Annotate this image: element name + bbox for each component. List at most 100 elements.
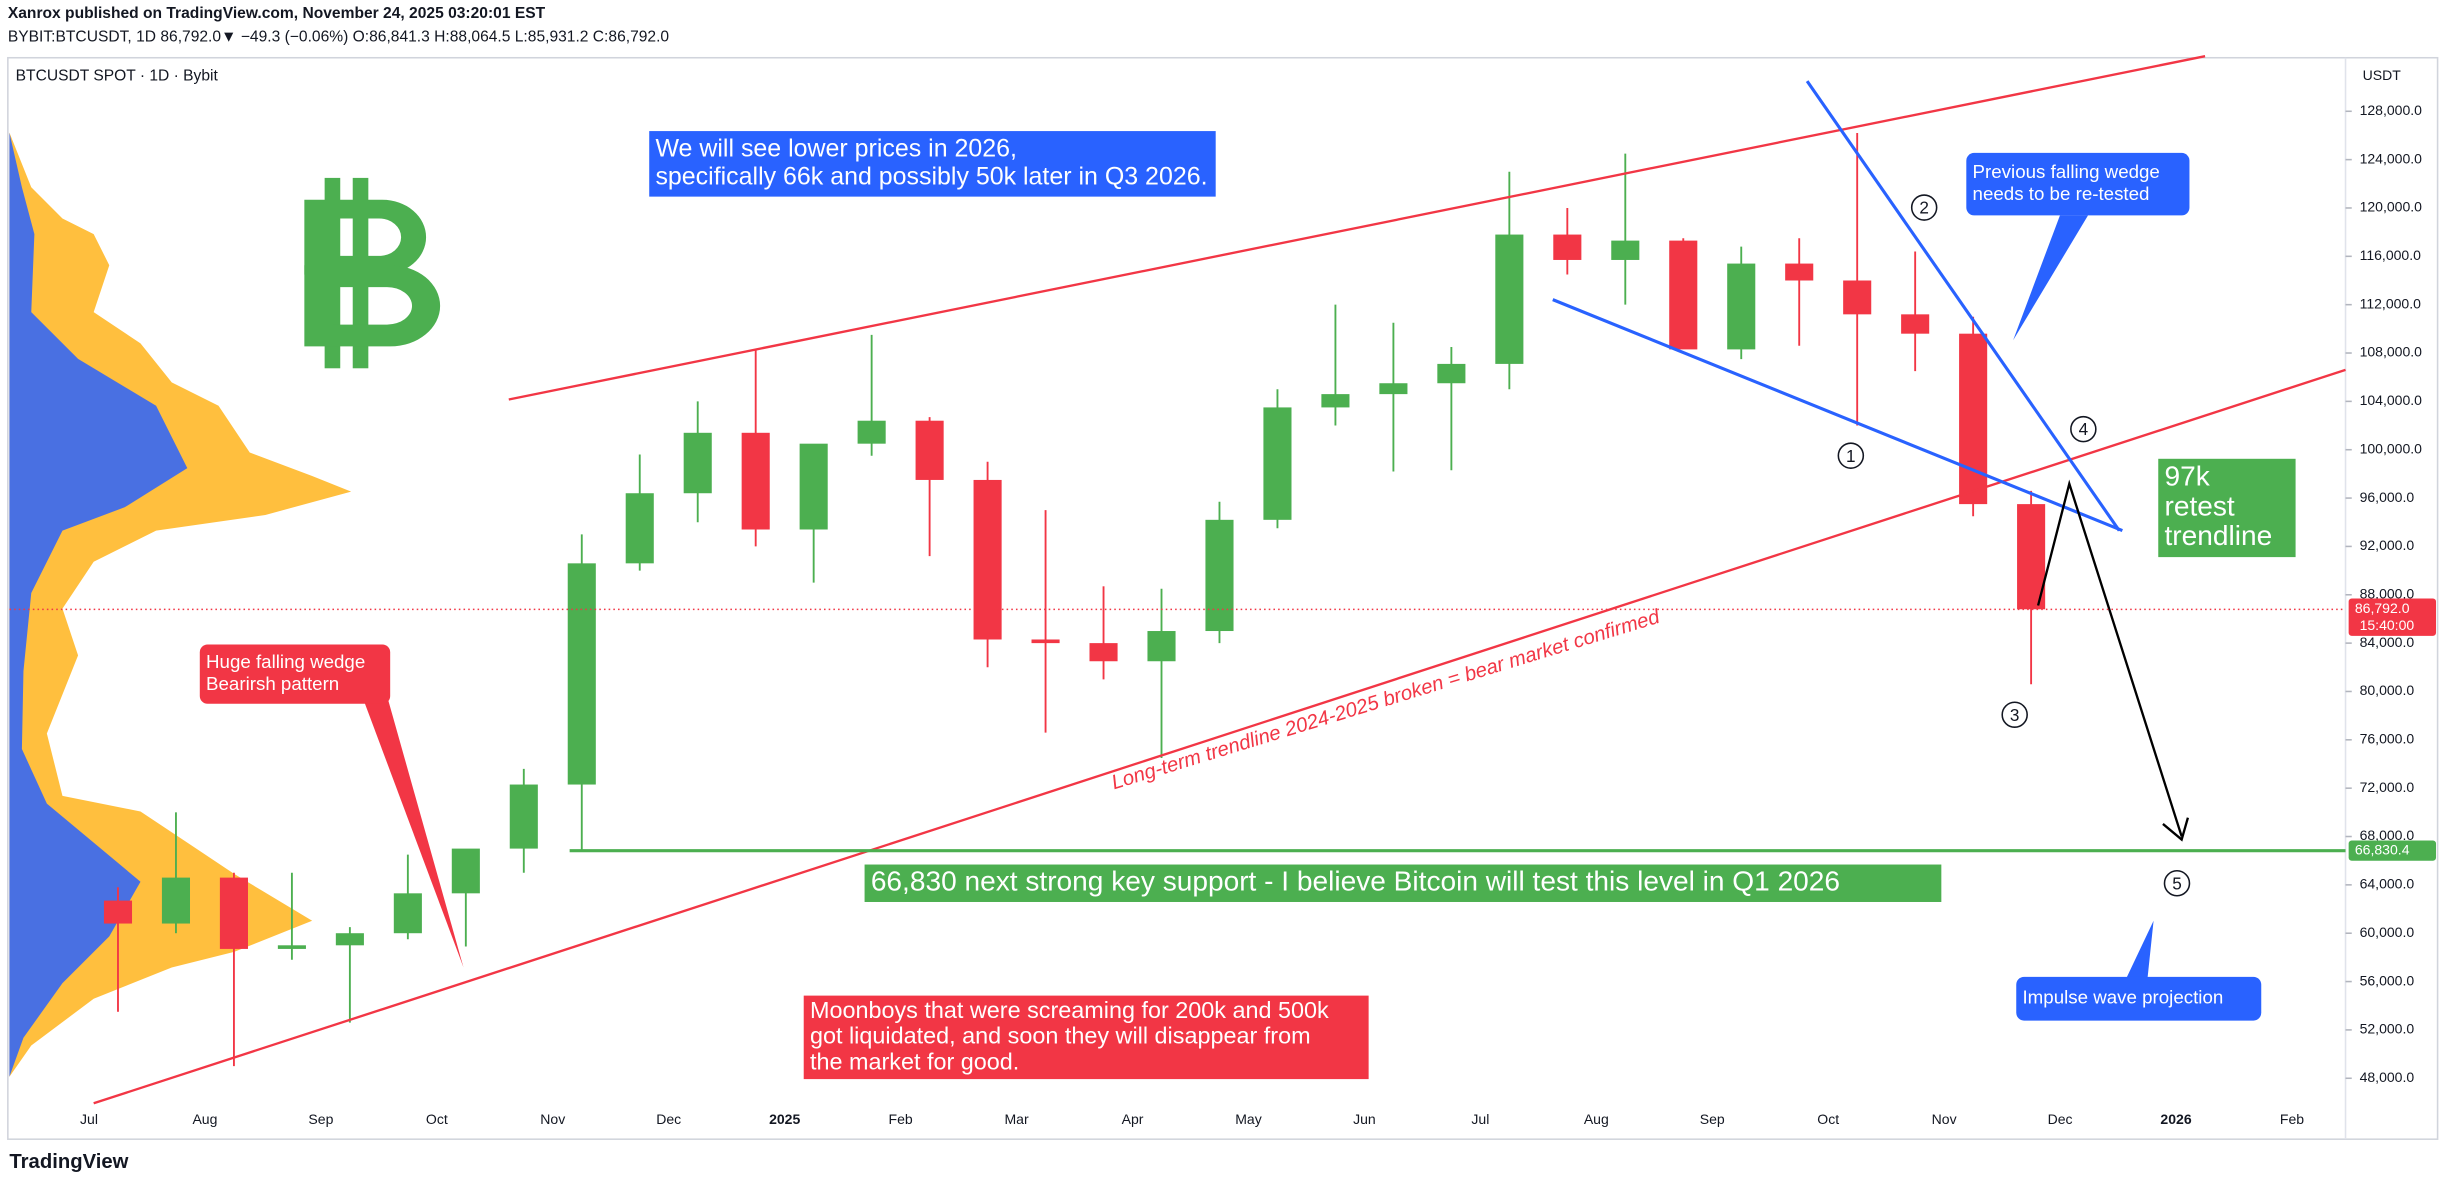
volume-profile [9,132,352,1077]
candle-body [973,479,1002,640]
y-tick-label: 96,000.0 [2360,489,2415,505]
symbol-line: BYBIT:BTCUSDT, 1D 86,792.0▼ −49.3 (−0.06… [8,29,670,46]
y-tick-label: 52,000.0 [2360,1021,2415,1037]
callout-pointer [2013,215,2089,341]
x-tick-label: Aug [192,1111,217,1127]
x-tick-label: Jul [1471,1111,1489,1127]
wave-circle [2070,415,2097,443]
candle-body [1495,234,1524,364]
annotation-text: specifically 66k and possibly 50k later … [655,162,1207,190]
y-tick-label: 124,000.0 [2360,150,2423,166]
candle-body [625,493,654,564]
x-tick-label: Jul [80,1111,98,1127]
candle-body [1263,407,1292,520]
x-tick-label: Apr [1122,1111,1144,1127]
annotation-box [803,995,1369,1080]
x-tick-label: Nov [540,1111,565,1127]
candle-body [1147,631,1176,662]
price-label: 66,830.4 [2355,841,2410,857]
overlay: We will see lower prices in 2026,specifi… [199,131,2296,1080]
y-tick-label: 56,000.0 [2360,972,2415,988]
y-tick-label: 128,000.0 [2360,102,2423,118]
candle-body [741,432,770,530]
x-tick-label: Feb [2280,1111,2304,1127]
x-tick-label: Mar [1004,1111,1028,1127]
bitcoin-logo [304,177,441,369]
y-tick-label: 48,000.0 [2360,1069,2415,1085]
x-tick-label: Oct [1817,1111,1839,1127]
x-tick-label: 2025 [769,1111,800,1127]
chart-frame [7,56,2439,1140]
x-tick-label: 2026 [2160,1111,2191,1127]
candle-body [1901,314,1930,334]
price-label: 86,792.0 [2355,600,2410,616]
annotation-text: Huge falling wedge [206,651,365,672]
y-tick-label: 120,000.0 [2360,199,2423,215]
annotation-text: retest [2164,490,2234,521]
y-tick-label: 88,000.0 [2360,585,2415,601]
candle-body [393,893,422,934]
annotation-text: trendline [2164,520,2272,551]
x-tick-label: Sep [308,1111,333,1127]
projection-path [2036,479,2183,837]
candle-body [1031,639,1060,644]
candle-body [103,900,133,924]
candle-body [857,420,886,444]
y-tick-label: 116,000.0 [2360,247,2422,263]
x-tick-label: Aug [1584,1111,1609,1127]
candle-body [1437,363,1466,384]
annotation-text: 97k [2164,461,2210,492]
candle-body [219,877,248,949]
price-countdown: 15:40:00 [2360,617,2415,633]
candle-body [1611,240,1640,260]
y-tick-label: 92,000.0 [2360,537,2415,553]
candle-body [277,945,306,949]
annotation-box [199,644,391,704]
y-tick-label: 84,000.0 [2360,634,2415,650]
y-tick-label: 76,000.0 [2360,731,2415,747]
y-tick-label: 80,000.0 [2360,682,2415,698]
publisher: Xanrox published on TradingView.com, Nov… [8,5,546,22]
wave-circle [2001,701,2028,728]
x-tick-label: Oct [426,1111,448,1127]
candle-body [683,432,712,494]
candle-body [1553,234,1582,260]
candle-body [1321,394,1350,408]
annotation-box [649,131,1216,197]
candle-body [1669,240,1698,350]
candle-body [1727,263,1756,350]
y-tick-label: 100,000.0 [2360,440,2423,456]
x-tick-label: Sep [1700,1111,1725,1127]
x-tick-label: May [1235,1111,1262,1127]
candle-body [1843,280,1872,315]
candles [103,133,2046,1067]
y-tick-label: 68,000.0 [2360,827,2415,843]
wedge-bottom [1552,298,2123,533]
y-tick-label: 72,000.0 [2360,779,2415,795]
candle-body [1959,333,1988,505]
candle-body [799,443,828,530]
annotation-box [864,864,1942,902]
annotation-box [2158,458,2296,558]
x-tick-label: Jun [1353,1111,1376,1127]
annotation-box [1966,152,2190,216]
wave-circle [1910,194,1938,221]
candle-body [1205,519,1234,632]
annotation-text: needs to be re-tested [1973,183,2150,204]
candle-body [1379,383,1408,395]
projection-arrowhead [2162,817,2190,842]
chart-title: BTCUSDT SPOT · 1D · Bybit [16,68,219,85]
candle-body [451,848,480,894]
annotation-text: the market for good. [810,1048,1019,1074]
annotation-text: 66,830 next strong key support - I belie… [871,866,1840,897]
annotation-text: Previous falling wedge [1973,161,2160,182]
y-tick-label: 64,000.0 [2360,876,2415,892]
candle-body [335,933,364,946]
callout-pointer [362,695,464,968]
annotation-text: We will see lower prices in 2026, [655,134,1017,162]
annotation-text: Moonboys that were screaming for 200k an… [810,997,1329,1023]
y-tick-label: 108,000.0 [2360,344,2423,360]
annotation-text: Bearirsh pattern [206,673,339,694]
